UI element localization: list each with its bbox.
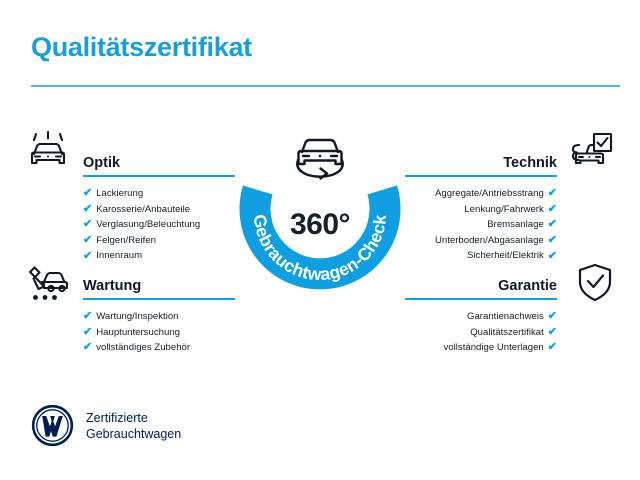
list-item: ✔ Felgen/Reifen xyxy=(83,233,235,249)
list-item-label: Bremsanlage xyxy=(487,219,544,231)
badge-arc-label: Gebrauchtwagen-Check xyxy=(250,213,390,284)
list-item-label: Lenkung/Fahrwerk xyxy=(464,203,544,215)
check-icon: ✔ xyxy=(547,234,557,247)
section-optik-title: Optik xyxy=(83,155,121,171)
check-icon: ✔ xyxy=(83,202,93,215)
vw-logo xyxy=(31,404,74,447)
check-icon: ✔ xyxy=(83,187,93,200)
list-item: Sicherheit/Elektrik ✔ xyxy=(405,248,557,264)
section-technik-list: Aggregate/Antriebsstrang ✔ Lenkung/Fahrw… xyxy=(405,186,557,264)
section-garantie-header: Garantie xyxy=(405,271,557,297)
section-optik-list: ✔ Lackierung ✔ Karosserie/Anbauteile ✔ V… xyxy=(83,186,235,264)
list-item-label: Karosserie/Anbauteile xyxy=(96,203,191,215)
check-icon: ✔ xyxy=(547,202,557,215)
section-wartung-header: Wartung xyxy=(83,271,235,297)
section-technik-title: Technik xyxy=(503,155,557,171)
list-item-label: Garantienachweis xyxy=(466,311,544,322)
check-icon: ✔ xyxy=(547,341,557,354)
list-item: ✔ Wartung/Inspektion xyxy=(83,309,235,325)
check-icon: ✔ xyxy=(547,310,557,323)
check-icon: ✔ xyxy=(547,325,557,338)
list-item-label: Hauptuntersuchung xyxy=(96,326,180,338)
list-item: ✔ vollständiges Zubehör xyxy=(83,340,235,356)
list-item-label: Qualitätszertifikat xyxy=(470,326,544,338)
section-garantie: Garantie Garantienachweis ✔ Qualitätszer… xyxy=(405,271,557,372)
car-shine-icon xyxy=(25,130,71,172)
list-item: ✔ Verglasung/Beleuchtung xyxy=(83,217,235,233)
list-item-label: Verglasung/Beleuchtung xyxy=(96,219,201,231)
check-icon: ✔ xyxy=(83,249,93,262)
section-optik: Optik ✔ Lackierung ✔ Karosserie/Anbautei… xyxy=(83,148,235,280)
check-icon: ✔ xyxy=(83,325,93,338)
list-item: Aggregate/Antriebsstrang ✔ xyxy=(405,186,557,202)
section-wartung-title: Wartung xyxy=(83,278,142,294)
list-item-label: Wartung/Inspektion xyxy=(96,311,179,322)
list-item-label: vollständiges Zubehör xyxy=(96,342,191,354)
check-icon: ✔ xyxy=(547,218,557,231)
car-checkbox-icon xyxy=(567,130,613,172)
section-optik-header: Optik xyxy=(83,148,235,174)
section-technik-divider xyxy=(405,175,557,177)
check-icon: ✔ xyxy=(83,234,93,247)
section-garantie-divider xyxy=(405,298,557,300)
footer-text: Zertifizierte Gebrauchtwagen xyxy=(86,410,182,441)
list-item-label: Innenraum xyxy=(96,250,143,262)
footer-brand: Zertifizierte Gebrauchtwagen xyxy=(31,404,181,447)
list-item: Qualitätszertifikat ✔ xyxy=(405,325,557,341)
section-optik-divider xyxy=(83,175,235,177)
list-item: Bremsanlage ✔ xyxy=(405,217,557,233)
check-icon: ✔ xyxy=(547,187,557,200)
list-item: vollständige Unterlagen ✔ xyxy=(405,340,558,356)
list-item: ✔ Innenraum xyxy=(83,248,235,264)
section-technik-header: Technik xyxy=(405,148,557,174)
list-item: ✔ Hauptuntersuchung xyxy=(83,325,235,341)
check-icon: ✔ xyxy=(83,218,93,231)
section-garantie-list: Garantienachweis ✔ Qualitätszertifikat ✔… xyxy=(405,309,558,356)
section-garantie-title: Garantie xyxy=(498,278,557,294)
list-item-label: vollständige Unterlagen xyxy=(443,342,544,354)
360-check-badge: Gebrauchtwagen-Check 360° xyxy=(232,126,408,302)
list-item: Garantienachweis ✔ xyxy=(405,309,557,325)
list-item-label: Unterboden/Abgasanlage xyxy=(434,234,544,246)
section-wartung: Wartung ✔ Wartung/Inspektion ✔ Hauptunte… xyxy=(83,271,235,372)
list-item: Unterboden/Abgasanlage ✔ xyxy=(405,233,557,249)
page-title: Qualitätszertifikat xyxy=(31,32,252,62)
list-item-label: Aggregate/Antriebsstrang xyxy=(434,188,544,199)
list-item: ✔ Karosserie/Anbauteile xyxy=(83,202,235,218)
list-item-label: Felgen/Reifen xyxy=(96,234,156,246)
section-wartung-list: ✔ Wartung/Inspektion ✔ Hauptuntersuchung… xyxy=(83,309,235,356)
list-item-label: Sicherheit/Elektrik xyxy=(467,250,544,262)
section-wartung-divider xyxy=(83,298,235,300)
svg-text:Gebrauchtwagen-Check: Gebrauchtwagen-Check xyxy=(250,213,390,284)
service-book-car-icon xyxy=(25,262,71,304)
check-icon: ✔ xyxy=(547,249,557,262)
list-item: Lenkung/Fahrwerk ✔ xyxy=(405,202,557,218)
title-divider xyxy=(31,85,620,87)
shield-check-icon xyxy=(572,262,618,304)
list-item-label: Lackierung xyxy=(96,188,144,199)
list-item: ✔ Lackierung xyxy=(83,186,235,202)
check-icon: ✔ xyxy=(83,310,93,323)
check-icon: ✔ xyxy=(83,341,93,354)
car-rotation-icon xyxy=(296,138,344,180)
section-technik: Technik Aggregate/Antriebsstrang ✔ Lenku… xyxy=(405,148,557,280)
